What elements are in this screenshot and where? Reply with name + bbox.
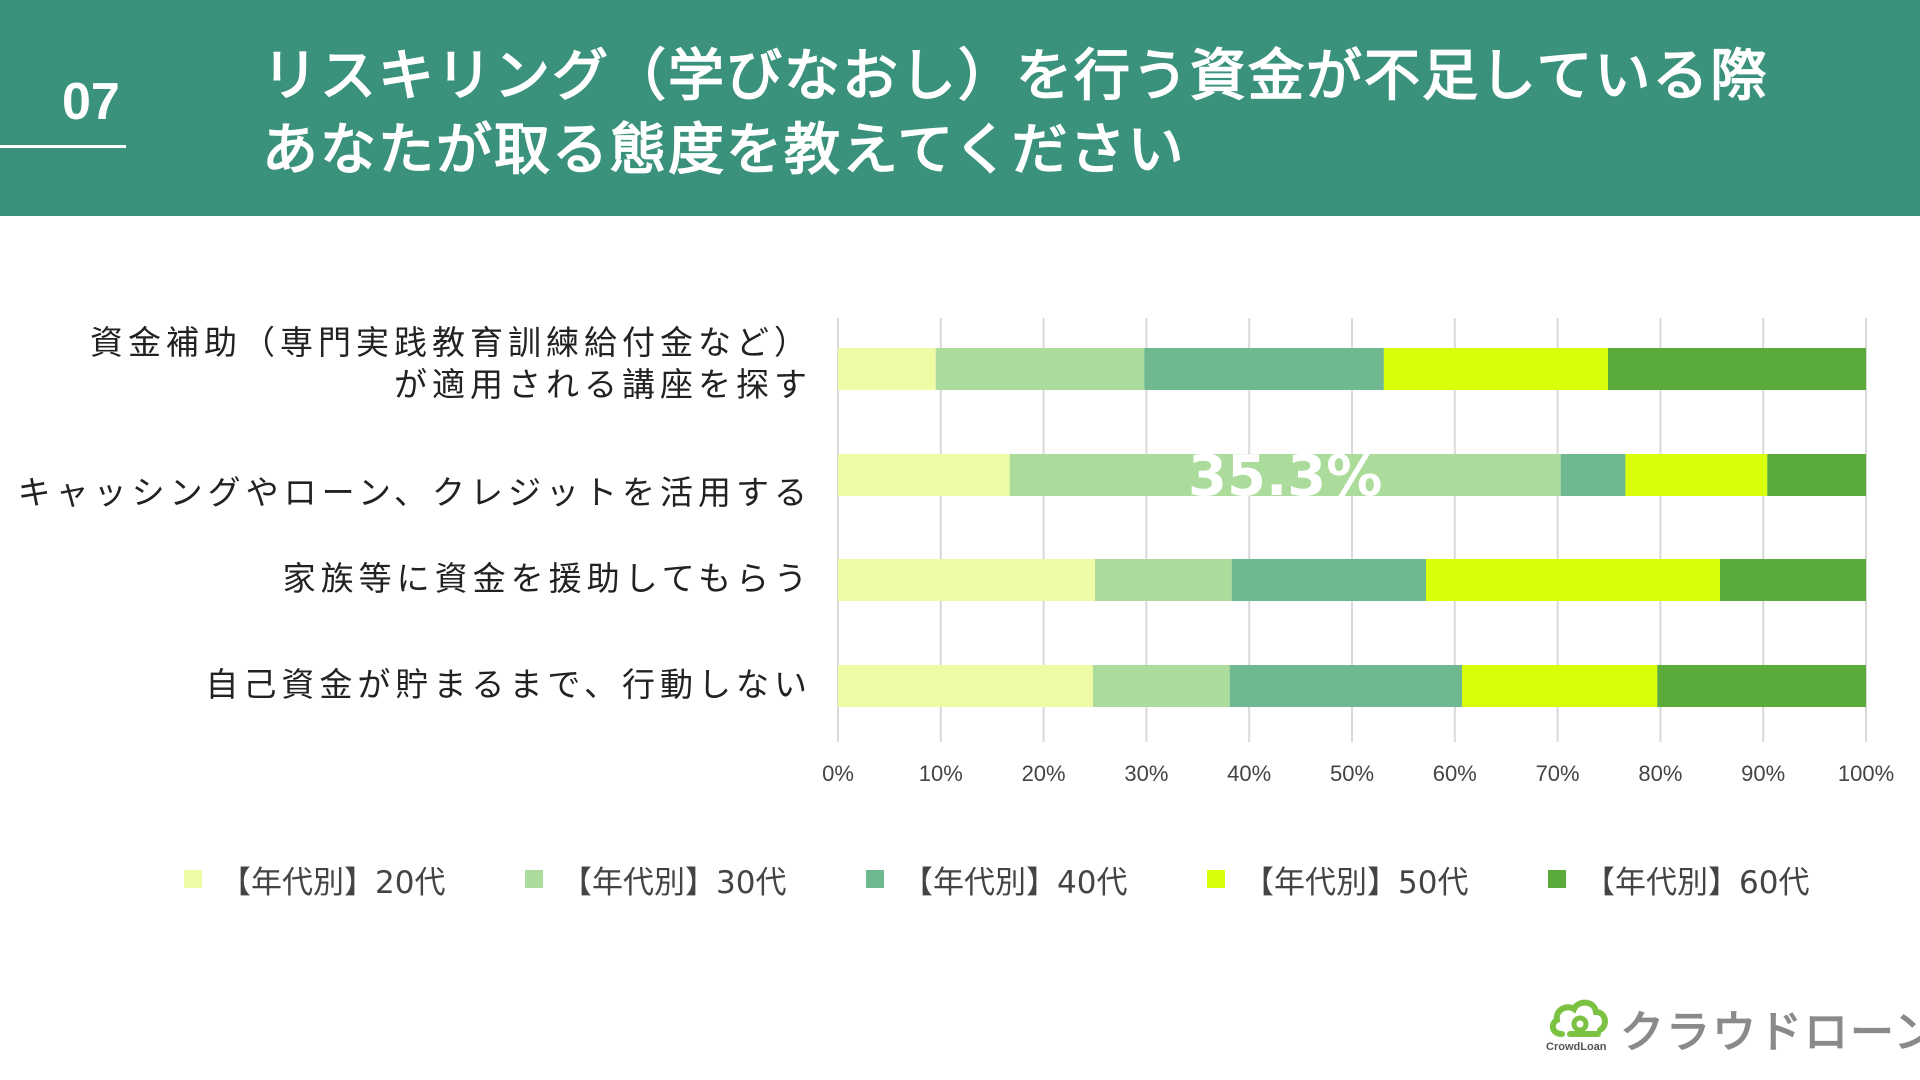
- page-title: リスキリング（学びなおし）を行う資金が不足している際 あなたが取る態度を教えてく…: [262, 40, 1882, 188]
- legend-swatch-30s: [525, 870, 543, 888]
- category-label-1-line-1: 資金補助（専門実践教育訓練給付金など）: [90, 323, 812, 362]
- category-label-1: 資金補助（専門実践教育訓練給付金など） が適用される講座を探す: [90, 322, 812, 406]
- x-tick-label-10: 100%: [1838, 761, 1894, 786]
- x-tick-label-0: 0%: [822, 761, 854, 786]
- category-label-4: 自己資金が貯まるまで、行動しない: [205, 664, 812, 706]
- legend-item-30s: 【年代別】30代: [525, 858, 787, 901]
- bar-segment-cat3-series3: [1231, 559, 1427, 601]
- legend-item-20s: 【年代別】20代: [184, 858, 446, 901]
- x-tick-label-2: 20%: [1022, 761, 1066, 786]
- x-tick-label-4: 40%: [1227, 761, 1271, 786]
- bar-segment-cat1-series4: [1383, 348, 1608, 390]
- bar-segment-cat2-series5: [1767, 454, 1866, 496]
- x-tick-label-1: 10%: [919, 761, 963, 786]
- legend-swatch-60s: [1548, 870, 1566, 888]
- bar-segment-cat1-series3: [1144, 348, 1384, 390]
- category-label-2: キャッシングやローン、クレジットを活用する: [18, 472, 812, 514]
- bar-segment-cat1-series1: [838, 348, 936, 390]
- bar-segment-cat3-series2: [1095, 559, 1232, 601]
- bar-segment-cat2-series3: [1560, 454, 1626, 496]
- x-tick-label-8: 80%: [1638, 761, 1682, 786]
- brand-name: クラウドローン: [1620, 1007, 1920, 1058]
- legend-item-50s: 【年代別】50代: [1207, 858, 1469, 901]
- brand-subtitle: CrowdLoan: [1546, 1041, 1607, 1053]
- page-title-line-2: あなたが取る態度を教えてください: [262, 118, 1186, 183]
- x-tick-label-5: 50%: [1330, 761, 1374, 786]
- x-tick-label-3: 30%: [1124, 761, 1168, 786]
- bar-segment-cat4-series2: [1092, 665, 1230, 707]
- bar-segment-cat3-series1: [838, 559, 1095, 601]
- legend-label-20s: 【年代別】20代: [220, 864, 446, 901]
- x-tick-label-9: 90%: [1741, 761, 1785, 786]
- question-number: 07: [62, 73, 120, 131]
- page-title-line-1: リスキリング（学びなおし）を行う資金が不足している際: [262, 44, 1769, 109]
- bar-segment-cat4-series3: [1229, 665, 1462, 707]
- category-label-3: 家族等に資金を援助してもらう: [283, 558, 812, 600]
- header-banner: 07 リスキリング（学びなおし）を行う資金が不足している際 あなたが取る態度を教…: [0, 0, 1920, 216]
- question-number-underline: [0, 145, 126, 148]
- bar-segment-cat4-series4: [1461, 665, 1658, 707]
- bar-segment-cat2-series2: [1009, 454, 1561, 496]
- bar-segment-cat1-series2: [935, 348, 1145, 390]
- bar-segment-cat4-series1: [838, 665, 1093, 707]
- legend-label-50s: 【年代別】50代: [1243, 864, 1469, 901]
- bar-segment-cat2-series1: [838, 454, 1010, 496]
- category-label-1-line-2: が適用される講座を探す: [394, 365, 812, 404]
- legend-label-40s: 【年代別】40代: [902, 864, 1128, 901]
- x-tick-label-7: 70%: [1536, 761, 1580, 786]
- category-label-4-line-1: 自己資金が貯まるまで、行動しない: [205, 665, 812, 704]
- data-label-annotation: 35.3%: [1188, 444, 1382, 509]
- bar-segment-cat2-series4: [1625, 454, 1768, 496]
- legend-swatch-50s: [1207, 870, 1225, 888]
- legend-item-60s: 【年代別】60代: [1548, 858, 1810, 901]
- legend-swatch-20s: [184, 870, 202, 888]
- category-label-3-line-1: 家族等に資金を援助してもらう: [282, 559, 812, 598]
- bar-segment-cat3-series5: [1720, 559, 1866, 601]
- legend-label-30s: 【年代別】30代: [561, 864, 787, 901]
- bar-segment-cat4-series5: [1657, 665, 1866, 707]
- crowdloan-logo: クラウドローン CrowdLoan: [1546, 992, 1920, 1058]
- cloud-logo-icon: [1549, 999, 1608, 1037]
- legend-swatch-40s: [866, 870, 884, 888]
- category-label-2-line-1: キャッシングやローン、クレジットを活用する: [17, 473, 812, 512]
- x-tick-label-6: 60%: [1433, 761, 1477, 786]
- legend-label-60s: 【年代別】60代: [1584, 864, 1810, 901]
- bar-segment-cat3-series4: [1426, 559, 1721, 601]
- legend-item-40s: 【年代別】40代: [866, 858, 1128, 901]
- bar-segment-cat1-series5: [1607, 348, 1866, 390]
